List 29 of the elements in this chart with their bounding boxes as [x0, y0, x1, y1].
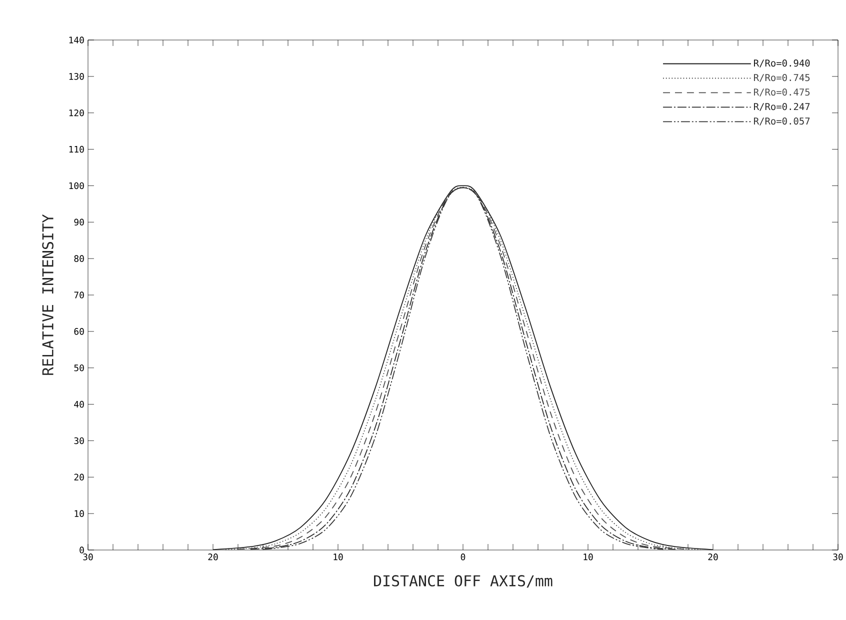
y-tick-label: 50: [74, 364, 84, 372]
y-tick-label: 120: [69, 109, 84, 116]
text: R/Ro=0.057: [754, 117, 810, 126]
y-axis-title: RELATIVE INTENSITY: [42, 214, 54, 375]
text: R/Ro=0.475: [754, 88, 810, 96]
y-tick-label: 130: [69, 73, 84, 80]
text: R/Ro=0.745: [754, 74, 810, 82]
x-tick-label: 30: [83, 554, 93, 560]
y-tick-label: 70: [74, 292, 84, 298]
text: R/Ro=0.940: [754, 59, 810, 68]
y-tick-label: 90: [74, 218, 84, 226]
x-tick-label: 30: [833, 554, 843, 560]
y-tick-label: 40: [74, 400, 84, 408]
y-tick-label: 30: [74, 437, 84, 444]
y-tick-label: 140: [69, 36, 84, 44]
y-tick-label: 10: [74, 510, 84, 517]
x-tick-label: 20: [208, 554, 218, 560]
x-tick-label: 0: [460, 554, 466, 560]
y-tick-label: 60: [74, 328, 84, 335]
x-tick-label: 10: [334, 554, 343, 560]
x-tick-label: 20: [708, 554, 718, 560]
x-axis-title: DISTANCE OFF AXIS/mm: [374, 575, 552, 588]
y-tick-label: 20: [74, 474, 84, 481]
y-tick-label: 80: [74, 255, 84, 262]
y-tick-label: 110: [69, 146, 84, 153]
y-tick-label: 100: [69, 182, 84, 190]
x-tick-label: 10: [584, 554, 593, 560]
y-tick-label: 0: [80, 546, 84, 554]
text: R/Ro=0.247: [754, 102, 810, 111]
